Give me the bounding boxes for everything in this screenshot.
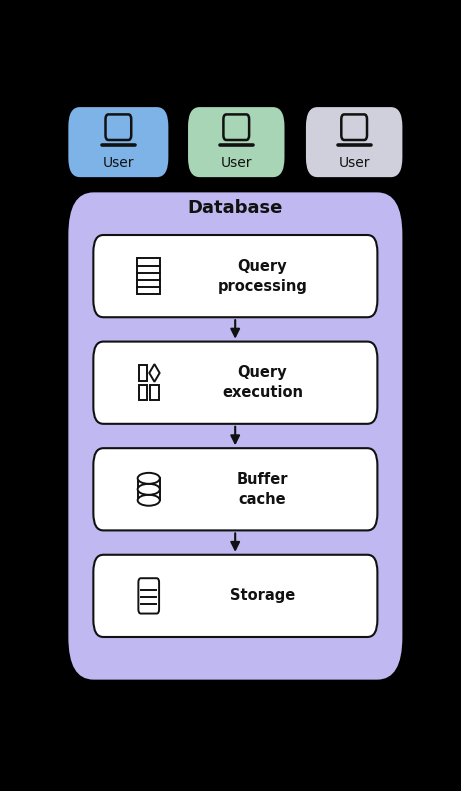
FancyBboxPatch shape (93, 342, 378, 424)
FancyBboxPatch shape (93, 448, 378, 531)
Text: User: User (103, 156, 134, 170)
FancyBboxPatch shape (68, 192, 402, 679)
FancyBboxPatch shape (93, 554, 378, 637)
Text: User: User (338, 156, 370, 170)
Text: Query
execution: Query execution (222, 365, 303, 400)
Text: Database: Database (188, 199, 283, 217)
FancyBboxPatch shape (93, 235, 378, 317)
Text: Query
processing: Query processing (218, 259, 307, 293)
Ellipse shape (138, 495, 160, 505)
Ellipse shape (138, 484, 160, 495)
Text: User: User (220, 156, 252, 170)
Text: Storage: Storage (230, 589, 295, 604)
FancyBboxPatch shape (68, 107, 168, 177)
FancyBboxPatch shape (306, 107, 402, 177)
Text: Buffer
cache: Buffer cache (237, 472, 288, 507)
Ellipse shape (138, 473, 160, 484)
FancyBboxPatch shape (188, 107, 284, 177)
